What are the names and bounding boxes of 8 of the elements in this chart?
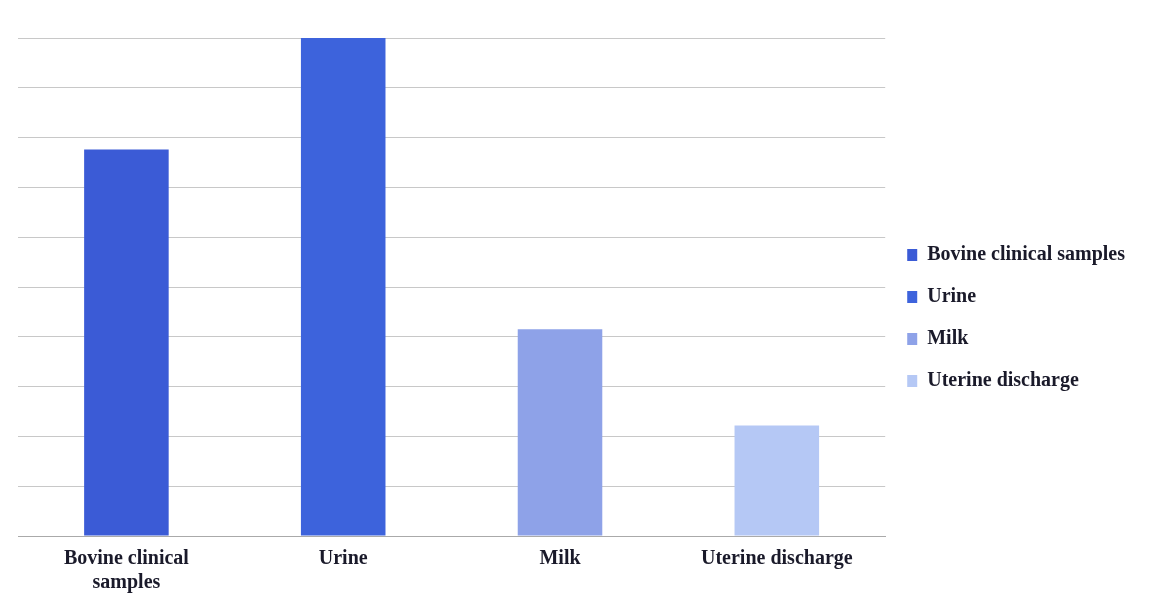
legend-label: Bovine clinical samples: [927, 242, 1126, 266]
x-tick-label: Bovine clinical samples: [63, 546, 190, 594]
legend-label: Uterine discharge: [927, 368, 1079, 392]
legend-label: Urine: [927, 284, 977, 307]
legend-label: Milk: [927, 326, 970, 349]
x-tick-label: Uterine discharge: [700, 546, 853, 570]
x-tick-label: Urine: [318, 546, 368, 569]
x-tick-label: Milk: [539, 546, 582, 569]
